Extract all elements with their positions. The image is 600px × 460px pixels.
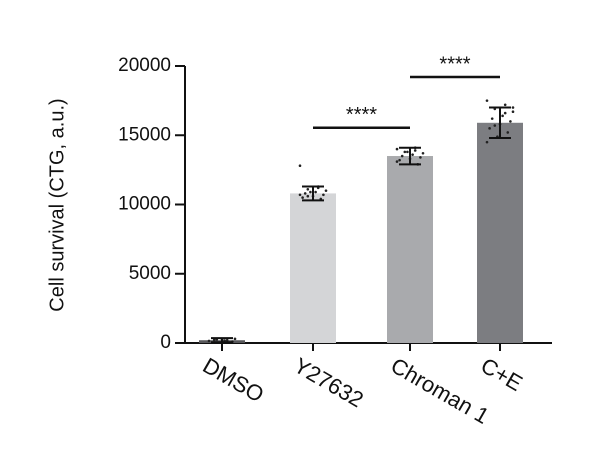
- data-point: [225, 338, 229, 342]
- bar: [290, 193, 336, 343]
- data-point: [301, 196, 304, 199]
- data-point: [395, 147, 399, 151]
- data-point: [503, 111, 507, 115]
- data-point: [485, 99, 489, 102]
- data-point: [303, 192, 307, 195]
- significance-label: ****: [346, 104, 377, 126]
- data-point: [413, 149, 417, 152]
- data-point: [322, 193, 325, 197]
- data-point: [419, 156, 422, 159]
- data-point: [309, 190, 312, 194]
- data-point: [509, 120, 512, 123]
- y-tick-label: 15000: [118, 124, 171, 145]
- data-point: [233, 337, 237, 341]
- data-point: [411, 153, 414, 156]
- data-point: [306, 194, 310, 198]
- data-point: [406, 150, 409, 154]
- data-point: [506, 131, 510, 134]
- y-tick-label: 10000: [118, 194, 171, 215]
- data-point: [207, 339, 211, 343]
- x-tick-label: C+E: [477, 353, 527, 396]
- data-point: [306, 187, 310, 191]
- data-point: [400, 154, 404, 158]
- y-axis-label: Cell survival (CTG, a.u.): [46, 98, 68, 311]
- significance-label: ****: [439, 53, 470, 75]
- data-point: [511, 106, 515, 109]
- data-point: [485, 140, 489, 144]
- data-point: [421, 151, 425, 155]
- bar: [477, 122, 523, 343]
- data-point: [503, 103, 507, 107]
- data-point: [511, 110, 515, 114]
- data-point: [403, 150, 407, 154]
- error-bar: [489, 106, 511, 140]
- data-point: [490, 117, 494, 120]
- x-tick-label: Chroman 1: [387, 353, 494, 429]
- error-bar: [211, 337, 233, 344]
- data-point: [298, 193, 302, 197]
- error-bar: [399, 146, 421, 166]
- data-point: [223, 339, 226, 342]
- data-point: [493, 124, 497, 127]
- data-point: [324, 189, 328, 192]
- y-tick-label: 0: [160, 332, 171, 353]
- x-tick-label: Y27632: [290, 353, 368, 413]
- error-bar: [302, 185, 324, 202]
- data-point: [395, 160, 399, 163]
- x-tick-label: DMSO: [199, 353, 269, 408]
- data-point: [212, 338, 216, 342]
- data-point: [314, 190, 317, 194]
- data-point: [298, 164, 302, 168]
- bar: [387, 156, 433, 343]
- data-point: [398, 158, 401, 162]
- data-point: [488, 127, 491, 130]
- y-tick-label: 5000: [129, 263, 171, 284]
- y-tick-label: 20000: [118, 55, 171, 76]
- data-point: [501, 114, 504, 118]
